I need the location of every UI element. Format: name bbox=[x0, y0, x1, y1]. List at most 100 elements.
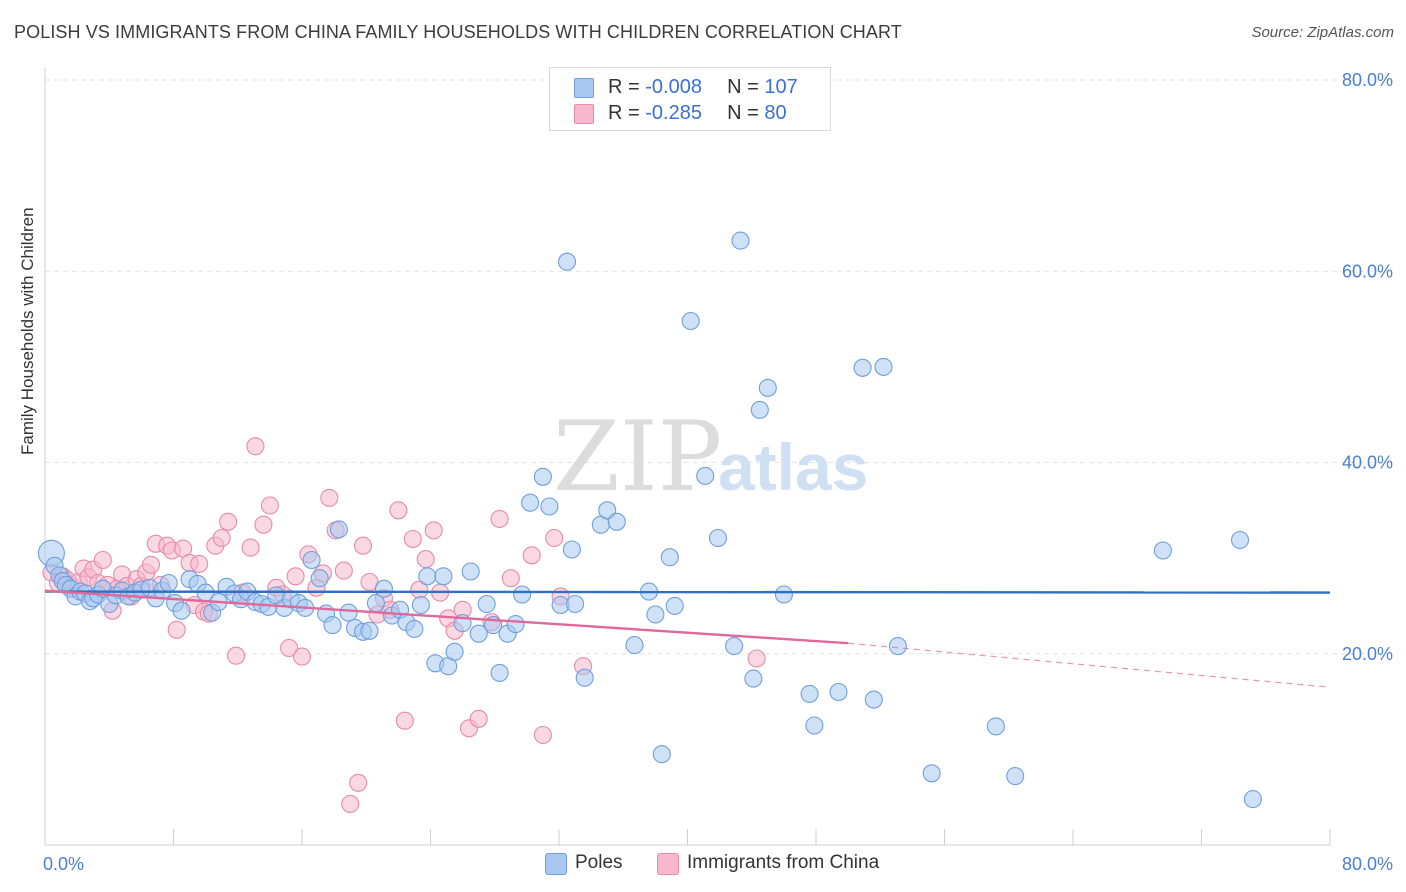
y-axis-label: Family Households with Children bbox=[18, 207, 37, 455]
china-point bbox=[219, 512, 238, 531]
poles-point bbox=[744, 669, 763, 688]
poles-point bbox=[540, 497, 559, 516]
poles-point bbox=[490, 663, 509, 682]
china-point bbox=[395, 711, 414, 730]
poles-point bbox=[986, 717, 1005, 736]
china-point bbox=[334, 561, 353, 580]
grid-lines bbox=[45, 79, 1393, 655]
china-point bbox=[349, 773, 368, 792]
poles-point bbox=[513, 585, 532, 604]
poles-point bbox=[533, 467, 552, 486]
x-tick-label-max: 80.0% bbox=[1342, 854, 1393, 874]
poles-point bbox=[853, 358, 872, 377]
poles-point bbox=[557, 252, 577, 271]
china-trend-extension bbox=[848, 642, 1331, 688]
poles-point bbox=[660, 548, 679, 567]
poles-point bbox=[418, 567, 437, 586]
china-point bbox=[389, 501, 408, 520]
china-legend-swatch bbox=[657, 853, 679, 875]
china-point bbox=[533, 725, 552, 745]
correlation-legend: R = -0.008 N = 107 R = -0.285 N = 80 bbox=[549, 67, 831, 131]
poles-legend-label: Poles bbox=[575, 852, 623, 873]
china-trend-line bbox=[44, 589, 849, 645]
poles-point bbox=[758, 378, 777, 397]
chart-title: POLISH VS IMMIGRANTS FROM CHINA FAMILY H… bbox=[14, 22, 902, 42]
poles-point bbox=[302, 550, 321, 570]
poles-point bbox=[665, 596, 684, 615]
poles-point bbox=[1243, 790, 1262, 809]
china-swatch bbox=[574, 104, 594, 124]
poles-point bbox=[521, 493, 540, 512]
y-tick-label: 60.0% bbox=[1342, 261, 1393, 281]
poles-point bbox=[731, 231, 750, 250]
watermark-atlas: atlas bbox=[718, 430, 868, 504]
axes bbox=[44, 68, 1331, 846]
china-point bbox=[341, 794, 360, 813]
poles-point bbox=[461, 562, 480, 581]
x-tick-label-min: 0.0% bbox=[43, 854, 84, 874]
china-point bbox=[93, 550, 112, 570]
watermark: ZIP atlas bbox=[553, 401, 868, 513]
poles-point bbox=[888, 637, 907, 656]
china-point bbox=[212, 528, 231, 548]
poles-n-value: 107 bbox=[764, 76, 798, 98]
china-point bbox=[286, 567, 305, 586]
china-r-label: R = bbox=[608, 102, 646, 124]
poles-point bbox=[506, 615, 525, 634]
china-point bbox=[545, 528, 564, 548]
poles-swatch bbox=[574, 78, 594, 98]
china-point bbox=[280, 638, 299, 658]
y-tick-label: 40.0% bbox=[1342, 453, 1393, 473]
china-point bbox=[403, 529, 422, 549]
poles-point bbox=[922, 764, 941, 783]
china-point bbox=[353, 536, 373, 555]
china-legend-label: Immigrants from China bbox=[687, 852, 880, 873]
poles-point bbox=[323, 616, 342, 635]
poles-point bbox=[1006, 767, 1025, 786]
poles-point bbox=[708, 528, 728, 548]
china-point bbox=[320, 488, 339, 507]
poles-point bbox=[445, 642, 464, 661]
china-n-value: 80 bbox=[764, 102, 787, 124]
china-point bbox=[416, 550, 435, 569]
poles-point bbox=[562, 540, 581, 559]
china-point bbox=[490, 509, 509, 528]
poles-point bbox=[469, 624, 488, 643]
poles-point bbox=[800, 684, 819, 703]
poles-point bbox=[725, 637, 744, 656]
poles-point bbox=[696, 466, 715, 485]
poles-point bbox=[434, 567, 453, 586]
china-point bbox=[167, 620, 186, 639]
trend-lines bbox=[44, 589, 1331, 688]
poles-point bbox=[805, 716, 824, 735]
poles-point bbox=[360, 621, 379, 640]
poles-point bbox=[864, 690, 883, 709]
poles-point bbox=[339, 603, 358, 622]
poles-point bbox=[874, 357, 893, 376]
poles-point bbox=[829, 682, 848, 702]
poles-point bbox=[172, 601, 191, 620]
poles-point bbox=[159, 573, 178, 593]
watermark-zip: ZIP bbox=[553, 401, 722, 513]
poles-r-label: R = bbox=[608, 76, 646, 98]
poles-r-value: -0.008 bbox=[645, 76, 702, 98]
china-point bbox=[292, 647, 312, 666]
poles-legend-swatch bbox=[545, 853, 567, 875]
china-point bbox=[190, 554, 209, 573]
poles-point bbox=[575, 668, 594, 687]
china-point bbox=[241, 538, 260, 557]
y-tick-label: 80.0% bbox=[1342, 70, 1393, 90]
tick-labels: 20.0% 40.0% 60.0% 80.0% 0.0% 80.0% bbox=[43, 70, 1393, 874]
y-tick-label: 20.0% bbox=[1342, 644, 1393, 664]
china-point bbox=[227, 646, 246, 665]
poles-trend-line bbox=[44, 590, 1331, 594]
poles-point bbox=[374, 579, 393, 598]
chart-source: Source: ZipAtlas.com bbox=[1251, 24, 1394, 41]
china-n-label: N = bbox=[727, 102, 765, 124]
poles-point bbox=[750, 400, 769, 419]
china-point bbox=[141, 555, 161, 574]
china-point bbox=[424, 521, 443, 540]
china-point bbox=[501, 569, 520, 588]
poles-point bbox=[681, 311, 700, 331]
